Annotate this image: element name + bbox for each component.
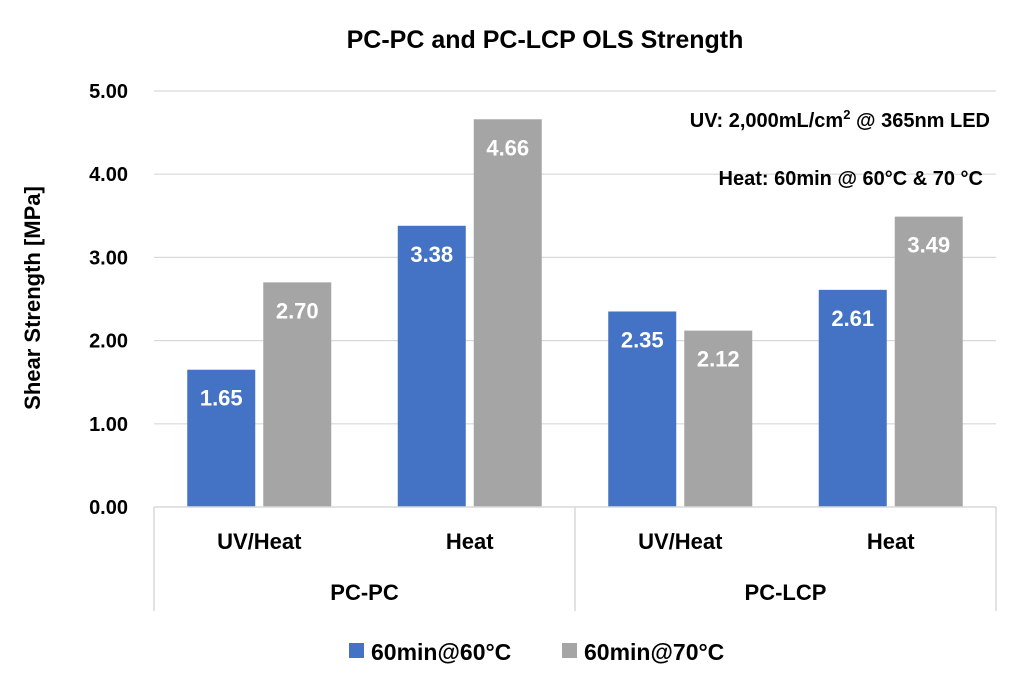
y-axis-ticks: 0.00 1.00 2.00 3.00 4.00 5.00 — [89, 81, 128, 519]
x-group-label: PC-PC — [330, 580, 399, 605]
y-tick-label: 5.00 — [89, 81, 128, 103]
y-tick-label: 0.00 — [89, 497, 128, 519]
data-label: 3.49 — [907, 233, 950, 258]
data-label: 2.61 — [831, 306, 874, 331]
x-category-label: Heat — [867, 529, 915, 554]
x-category-label: UV/Heat — [217, 529, 302, 554]
data-label: 2.12 — [697, 347, 740, 372]
y-tick-label: 2.00 — [89, 331, 128, 353]
y-tick-label: 4.00 — [89, 164, 128, 186]
bar — [473, 119, 542, 508]
y-axis-label: Shear Strength [MPa] — [20, 186, 45, 410]
x-category-label: Heat — [446, 529, 494, 554]
chart-title: PC-PC and PC-LCP OLS Strength — [347, 26, 744, 54]
data-label: 1.65 — [200, 386, 243, 411]
data-label: 3.38 — [410, 242, 453, 267]
bar — [397, 225, 466, 507]
y-tick-label: 1.00 — [89, 414, 128, 436]
y-tick-label: 3.00 — [89, 247, 128, 269]
bar — [894, 216, 963, 507]
data-label: 2.35 — [621, 327, 664, 352]
uv-annotation: UV: 2,000mL/cm2 @ 365nm LED — [690, 107, 990, 132]
uv-annotation-superscript: 2 — [843, 107, 850, 122]
uv-annotation-main: UV: 2,000mL/cm — [690, 110, 843, 132]
legend-label: 60min@60°C — [371, 639, 511, 665]
x-group-label: PC-LCP — [745, 580, 827, 605]
legend-swatch — [349, 643, 364, 658]
bar — [684, 330, 753, 507]
heat-annotation: Heat: 60min @ 60°C & 70 °C — [719, 168, 983, 190]
uv-annotation-suffix: @ 365nm LED — [850, 110, 990, 132]
bar — [263, 282, 332, 507]
x-axis: UV/Heat Heat UV/Heat Heat PC-PC PC-LCP — [153, 506, 997, 611]
bar — [187, 369, 256, 507]
data-labels: 1.65 3.38 2.35 2.61 2.70 4.66 2.12 3.49 — [200, 135, 950, 410]
data-label: 4.66 — [486, 135, 529, 160]
bar — [818, 289, 887, 507]
x-category-label: UV/Heat — [638, 529, 723, 554]
legend-label: 60min@70°C — [584, 639, 724, 665]
legend: 60min@60°C 60min@70°C — [349, 639, 724, 665]
bar — [608, 311, 677, 507]
bars — [187, 119, 963, 508]
legend-swatch — [562, 643, 577, 658]
data-label: 2.70 — [276, 298, 319, 323]
